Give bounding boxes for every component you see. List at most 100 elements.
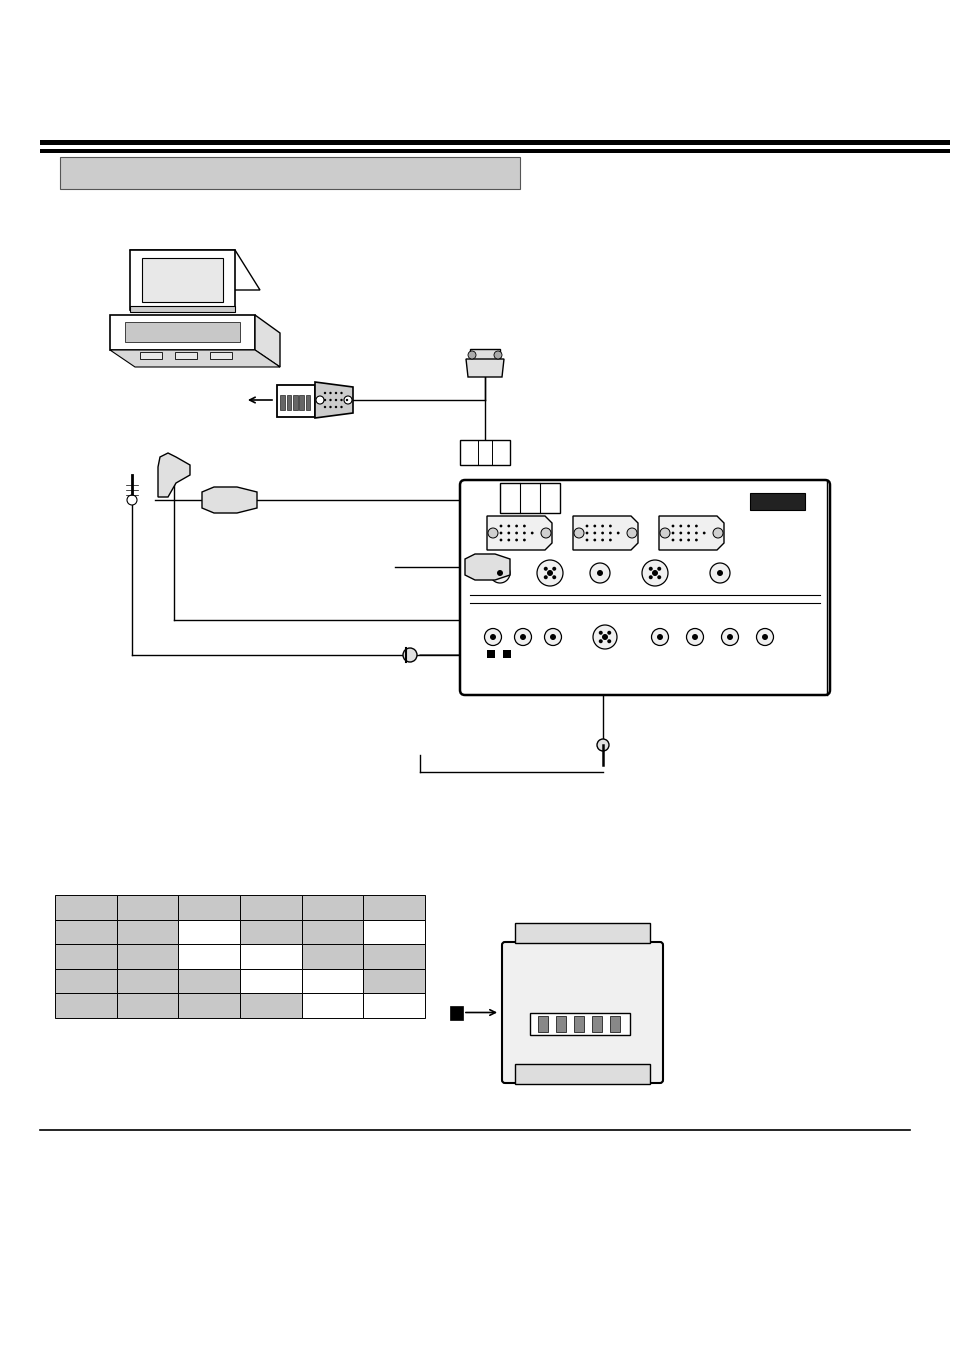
Circle shape	[686, 629, 702, 645]
Bar	[537, 1016, 547, 1031]
Circle shape	[691, 635, 698, 640]
Circle shape	[540, 528, 551, 538]
Circle shape	[543, 575, 547, 579]
Polygon shape	[573, 515, 638, 551]
Circle shape	[593, 525, 596, 528]
Bar	[486, 649, 495, 658]
Bar	[592, 1016, 601, 1031]
Bar	[363, 993, 424, 1017]
Circle shape	[601, 635, 607, 640]
Circle shape	[686, 538, 689, 541]
Circle shape	[515, 532, 517, 534]
Circle shape	[344, 396, 352, 405]
Bar	[530, 1012, 629, 1035]
Bar	[450, 1005, 462, 1020]
Circle shape	[507, 525, 510, 528]
Circle shape	[323, 399, 326, 402]
Polygon shape	[464, 553, 510, 580]
Bar	[178, 920, 240, 944]
Circle shape	[499, 532, 502, 534]
Circle shape	[600, 525, 603, 528]
Polygon shape	[110, 315, 254, 350]
Circle shape	[552, 567, 556, 571]
Circle shape	[651, 629, 668, 645]
FancyBboxPatch shape	[459, 480, 829, 695]
Circle shape	[519, 635, 525, 640]
Circle shape	[679, 532, 681, 534]
Bar	[749, 492, 804, 510]
Bar	[299, 395, 304, 410]
Circle shape	[468, 350, 476, 359]
Bar	[210, 352, 232, 359]
Bar	[40, 149, 949, 153]
Bar	[515, 923, 649, 943]
Circle shape	[657, 575, 660, 579]
Circle shape	[585, 538, 588, 541]
Bar	[116, 894, 178, 920]
Circle shape	[626, 528, 637, 538]
Polygon shape	[470, 349, 499, 361]
Circle shape	[585, 525, 588, 528]
Bar	[293, 395, 297, 410]
Bar	[502, 649, 511, 658]
Circle shape	[507, 538, 510, 541]
Circle shape	[490, 635, 496, 640]
Circle shape	[686, 525, 689, 528]
Polygon shape	[314, 382, 353, 418]
Polygon shape	[130, 250, 260, 290]
Bar	[556, 1016, 565, 1031]
Circle shape	[402, 648, 416, 662]
Circle shape	[335, 406, 336, 409]
Circle shape	[530, 532, 533, 534]
Bar	[240, 920, 301, 944]
Circle shape	[574, 528, 583, 538]
Circle shape	[671, 538, 674, 541]
Bar	[276, 386, 314, 417]
Circle shape	[756, 629, 773, 645]
Circle shape	[537, 560, 562, 586]
Circle shape	[515, 538, 517, 541]
Bar	[301, 993, 363, 1017]
Bar	[240, 993, 301, 1017]
Circle shape	[657, 635, 662, 640]
Circle shape	[600, 532, 603, 534]
Circle shape	[593, 532, 596, 534]
Circle shape	[695, 538, 697, 541]
Polygon shape	[110, 350, 280, 367]
Circle shape	[608, 532, 611, 534]
Bar	[363, 894, 424, 920]
Circle shape	[507, 532, 510, 534]
Circle shape	[608, 538, 611, 541]
Circle shape	[488, 528, 497, 538]
Circle shape	[329, 392, 332, 394]
Bar	[130, 306, 234, 313]
Bar	[301, 920, 363, 944]
Bar	[174, 352, 196, 359]
Circle shape	[598, 630, 602, 635]
Circle shape	[617, 532, 618, 534]
Bar	[280, 395, 284, 410]
Bar	[286, 395, 291, 410]
Circle shape	[515, 525, 517, 528]
FancyBboxPatch shape	[501, 942, 662, 1082]
Circle shape	[546, 570, 553, 576]
Bar	[609, 1016, 619, 1031]
Circle shape	[490, 563, 510, 583]
Bar	[240, 944, 301, 969]
Circle shape	[671, 525, 674, 528]
Circle shape	[720, 629, 738, 645]
Bar	[240, 969, 301, 993]
Circle shape	[585, 532, 588, 534]
Bar	[178, 993, 240, 1017]
Circle shape	[522, 525, 525, 528]
Bar	[574, 1016, 583, 1031]
Circle shape	[695, 532, 697, 534]
Circle shape	[497, 570, 502, 576]
Circle shape	[499, 525, 502, 528]
Bar	[363, 969, 424, 993]
Circle shape	[544, 629, 561, 645]
Circle shape	[514, 629, 531, 645]
Circle shape	[709, 563, 729, 583]
Bar	[306, 395, 310, 410]
Circle shape	[329, 399, 332, 402]
